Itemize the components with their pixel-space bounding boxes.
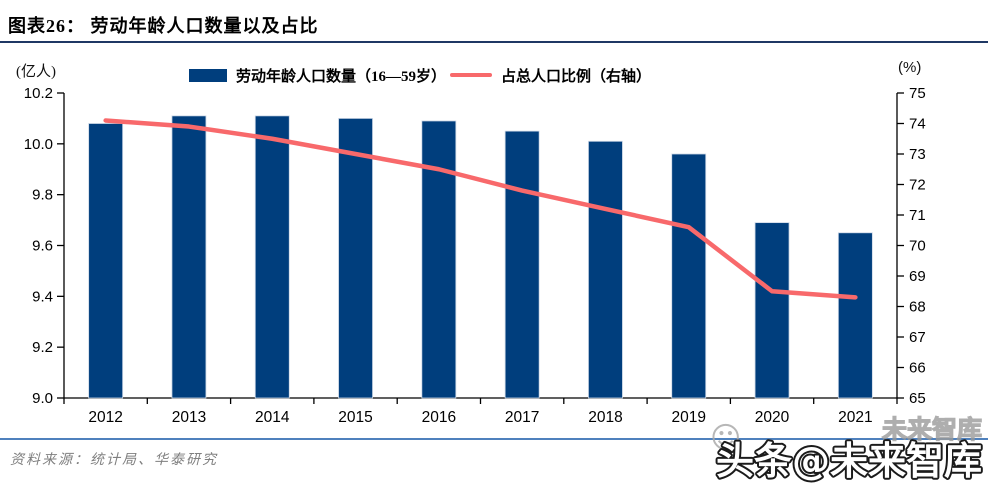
bar-2012 — [88, 123, 124, 399]
title-underline — [0, 41, 988, 43]
right-axis-tick-label: 67 — [909, 329, 926, 346]
right-axis-tick-label: 73 — [909, 146, 926, 163]
x-axis-tick-label: 2012 — [88, 409, 122, 426]
legend-item-line: 占总人口比例（右轴） — [450, 64, 651, 86]
bar-2014 — [254, 115, 290, 399]
x-axis-tick-label: 2019 — [672, 409, 706, 426]
right-axis-tick-label: 69 — [909, 268, 926, 285]
x-axis-tick-label: 2016 — [422, 409, 456, 426]
right-axis-tick-label: 65 — [909, 390, 926, 407]
x-axis-tick-label: 2014 — [255, 409, 290, 426]
bar-2017 — [504, 130, 540, 399]
bar-2020 — [754, 222, 790, 399]
x-axis-tick-label: 2015 — [338, 409, 372, 426]
bar-2013 — [171, 115, 207, 399]
smiley-icon: ☺ — [710, 421, 741, 456]
watermark: 未来智库 ☺ 头条@未来智库 — [710, 414, 984, 484]
right-axis-tick-label: 75 — [909, 85, 926, 102]
legend-item-bars: 劳动年龄人口数量（16—59岁） — [189, 64, 446, 86]
right-axis-tick-label: 70 — [909, 238, 926, 255]
right-axis-tick-label: 66 — [909, 360, 926, 377]
right-axis-tick-label: 74 — [909, 116, 926, 133]
ratio-line — [103, 118, 858, 300]
right-axis-unit-label: (%) — [898, 59, 922, 76]
legend-line-swatch-icon — [450, 73, 492, 77]
left-axis-tick-label: 9.0 — [32, 390, 53, 407]
left-axis-tick-label: 10.0 — [24, 136, 53, 153]
left-axis-tick-label: 10.2 — [24, 85, 53, 102]
left-axis-tick-label: 9.2 — [32, 339, 53, 356]
bar-2018 — [588, 140, 623, 399]
right-axis-tick-label: 68 — [909, 299, 926, 316]
bar-2015 — [338, 118, 373, 399]
left-axis-tick-label: 9.6 — [32, 238, 53, 255]
watermark-ghost-text: 未来智库 — [882, 415, 982, 444]
legend-line-label: 占总人口比例（右轴） — [501, 68, 652, 85]
right-axis-tick-label: 72 — [909, 177, 926, 194]
legend-bar-swatch-icon — [189, 68, 227, 82]
bar-2021 — [837, 232, 873, 399]
right-axis-tick-label: 71 — [909, 207, 926, 224]
x-axis-tick-label: 2018 — [588, 409, 622, 426]
bar-2019 — [671, 153, 707, 399]
watermark-main-text: 头条@未来智库 — [716, 439, 982, 483]
x-axis-tick-label: 2013 — [172, 409, 206, 426]
x-axis-tick-label: 2017 — [505, 409, 539, 426]
bar-2016 — [421, 120, 457, 399]
x-axis-tick-label: 2020 — [755, 409, 790, 426]
source-note: 资料来源：统计局、华泰研究 — [10, 453, 218, 468]
left-axis-unit-label: (亿人) — [16, 64, 56, 80]
legend-bar-label: 劳动年龄人口数量（16—59岁） — [236, 68, 447, 85]
left-axis-tick-label: 9.4 — [32, 288, 53, 305]
x-axis-tick-label: 2021 — [838, 409, 872, 426]
footer-divider — [0, 438, 988, 440]
left-axis-tick-label: 9.8 — [32, 187, 53, 204]
figure-title: 图表26： 劳动年龄人口数量以及占比 — [8, 16, 319, 36]
